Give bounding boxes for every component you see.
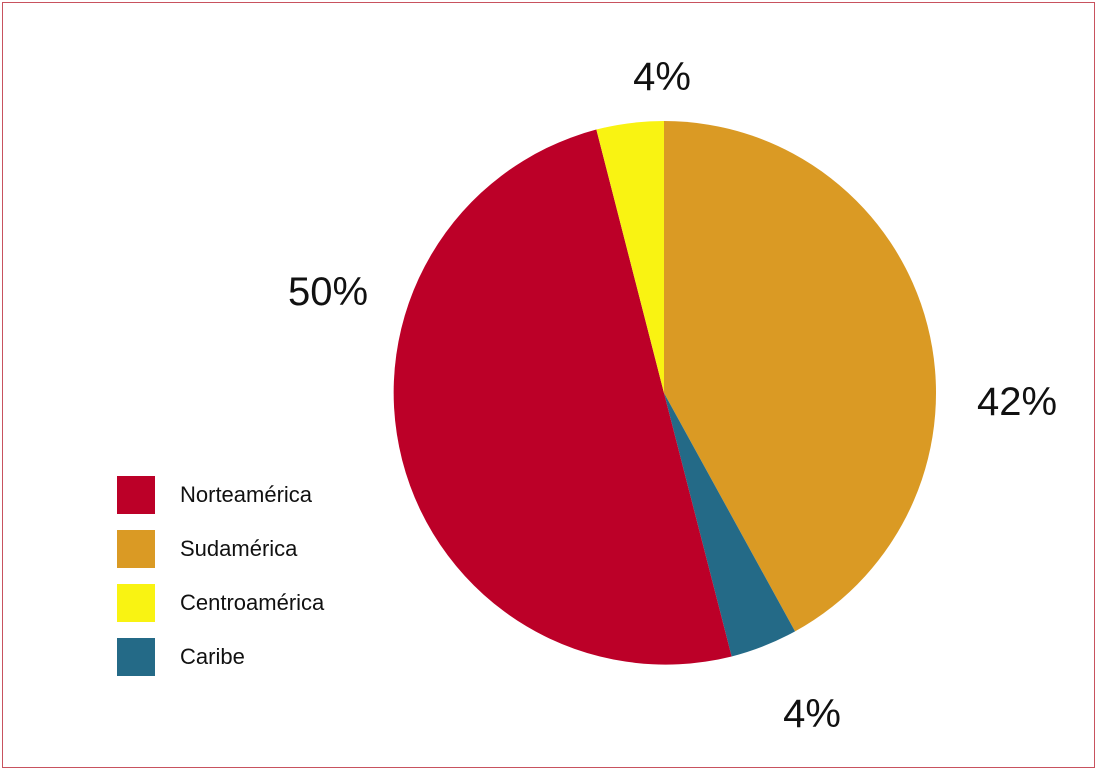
legend-swatch-norteamerica: [117, 476, 155, 514]
legend-label-caribe: Caribe: [180, 644, 245, 669]
legend-label-norteamerica: Norteamérica: [180, 482, 313, 507]
pie-label-sudamerica: 42%: [977, 380, 1057, 424]
pie-label-centroamerica: 4%: [633, 55, 691, 99]
legend-label-centroamerica: Centroamérica: [180, 590, 325, 615]
pie-labels: 50% 42% 4% 4%: [288, 55, 1057, 736]
legend-item-norteamerica: Norteamérica: [117, 476, 313, 514]
pie-slice-caribe: [664, 393, 796, 657]
legend-item-sudamerica: Sudamérica: [117, 530, 298, 568]
legend-swatch-sudamerica: [117, 530, 155, 568]
pie-label-caribe: 4%: [783, 692, 841, 736]
pie-slice-centroamerica: [596, 121, 664, 393]
pie-slice-norteamerica: [393, 129, 732, 665]
pie-label-norteamerica: 50%: [288, 270, 368, 314]
legend-item-caribe: Caribe: [117, 638, 245, 676]
legend-swatch-caribe: [117, 638, 155, 676]
pie-slice-sudamerica: [664, 121, 937, 632]
legend: Norteamérica Sudamérica Centroamérica Ca…: [117, 476, 325, 676]
legend-label-sudamerica: Sudamérica: [180, 536, 298, 561]
legend-item-centroamerica: Centroamérica: [117, 584, 325, 622]
legend-swatch-centroamerica: [117, 584, 155, 622]
pie-slices: [393, 121, 937, 665]
